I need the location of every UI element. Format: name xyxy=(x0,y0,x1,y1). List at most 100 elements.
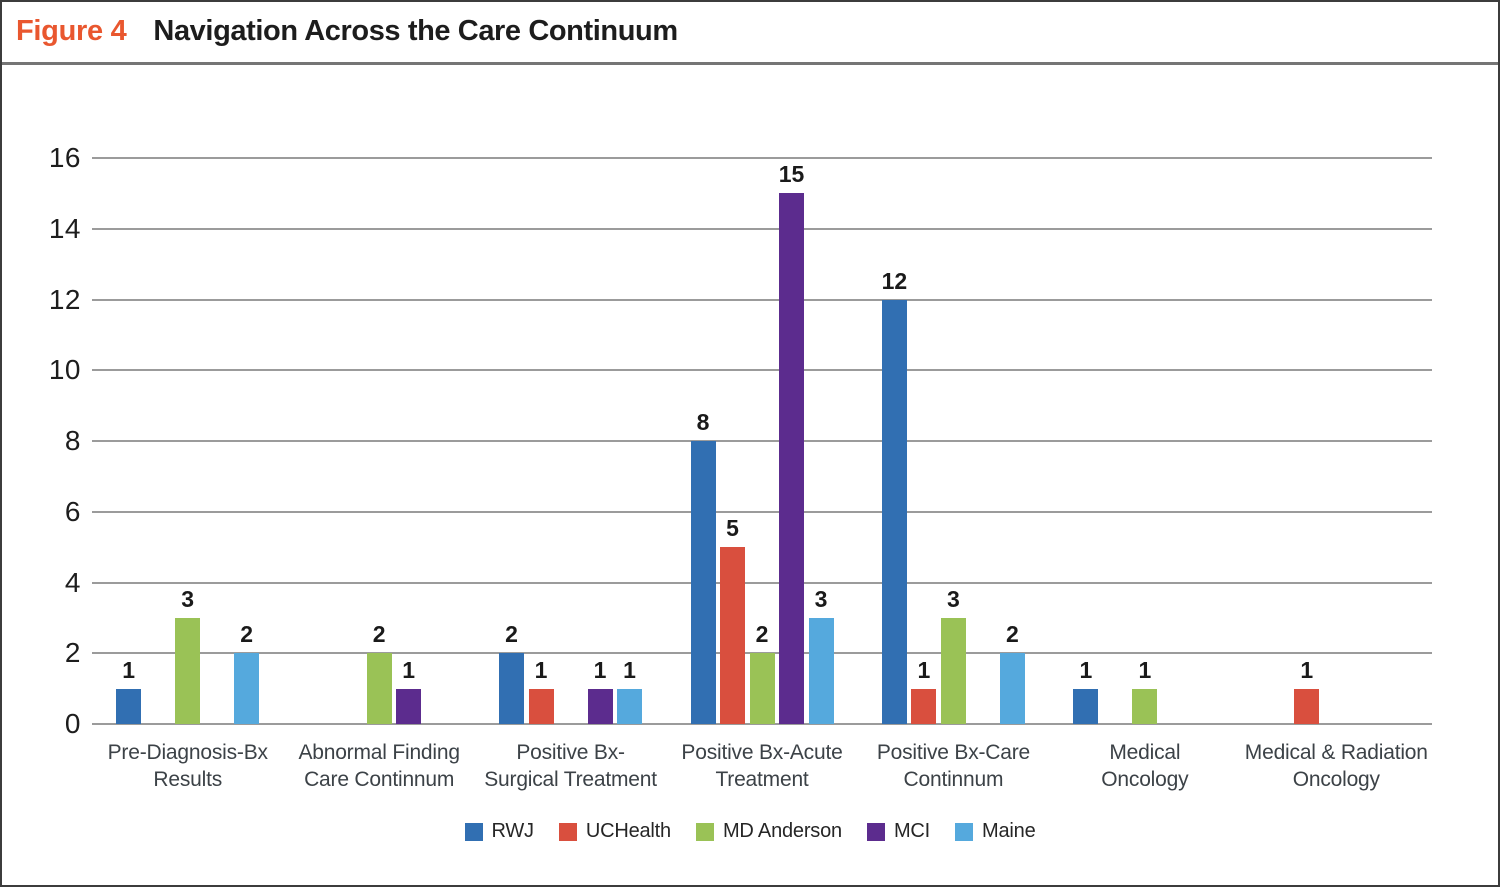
bar xyxy=(911,688,937,724)
legend-label: MCI xyxy=(893,820,931,842)
x-category-label-line: Treatment xyxy=(715,768,809,791)
legend-item: RWJ xyxy=(464,820,535,843)
bar xyxy=(1132,688,1158,724)
x-category-label: Positive Bx-Care Continnum xyxy=(838,739,1068,793)
bar-value-label: 1 xyxy=(593,656,607,683)
bar xyxy=(940,617,966,724)
y-tick-label: 10 xyxy=(48,354,81,386)
legend-label: Maine xyxy=(982,820,1036,842)
y-tick-label: 16 xyxy=(48,142,81,173)
x-category-label-line: Oncology xyxy=(1101,768,1189,791)
y-tick-label: 6 xyxy=(64,495,81,527)
gridline xyxy=(92,157,1432,159)
bar-value-label: 1 xyxy=(917,656,931,683)
bar-value-label: 3 xyxy=(181,585,195,612)
bar-value-label: 1 xyxy=(623,656,636,683)
bar xyxy=(779,193,804,724)
y-tick-label: 4 xyxy=(64,566,81,598)
bar-value-label: 5 xyxy=(726,515,739,542)
bar-value-label: 2 xyxy=(755,621,769,648)
x-category-label-line: Positive Bx- xyxy=(516,741,625,764)
figure-title: Navigation Across the Care Continuum xyxy=(153,15,678,47)
x-category-label-line: Results xyxy=(153,768,223,791)
x-category-label-line: Medical & Radiation xyxy=(1244,741,1428,764)
legend-label: UCHealth xyxy=(585,820,671,842)
x-category-label: Abnormal Finding Care Continnum xyxy=(264,739,494,793)
bar xyxy=(396,688,422,724)
x-axis-labels: Pre-Diagnosis-Bx Results Abnormal Finding C… xyxy=(92,739,1432,799)
bar-value-label: 1 xyxy=(122,656,136,683)
legend-swatch-icon xyxy=(866,822,885,841)
bar-value-label: 1 xyxy=(534,656,548,683)
y-tick-label: 12 xyxy=(48,283,81,315)
gridline xyxy=(92,581,1432,584)
bar-value-label: 1 xyxy=(1138,656,1152,683)
x-category-label-line: Care Continnum xyxy=(304,768,455,791)
figure-label: Figure 4 xyxy=(16,15,127,47)
bar-value-label: 3 xyxy=(947,585,960,612)
y-tick-label: 8 xyxy=(64,425,81,456)
bar xyxy=(175,617,201,724)
legend-item: MCI xyxy=(866,820,931,843)
bar xyxy=(1073,688,1099,724)
legend-label: MD Anderson xyxy=(722,820,842,842)
x-category-label-line: Oncology xyxy=(1292,768,1380,791)
plot-area: 1 2 8 12 1 1 5 1 1 3 2 2 3 1 1 1 15 2 1 3 2 xyxy=(92,157,1432,725)
gridline xyxy=(92,510,1432,513)
x-category-label-line: Surgical Treatment xyxy=(484,768,657,791)
bar xyxy=(690,441,716,724)
x-category-label: Positive Bx- Surgical Treatment xyxy=(456,739,686,793)
bar-value-label: 2 xyxy=(505,621,518,648)
x-category-label-line: Abnormal Finding xyxy=(298,741,460,764)
legend-swatch-icon xyxy=(464,822,483,841)
legend-item: Maine xyxy=(955,820,1036,843)
bar-value-label: 1 xyxy=(1079,656,1093,683)
bar-value-label: 2 xyxy=(240,621,254,648)
legend-swatch-icon xyxy=(558,822,577,841)
x-category-label: Pre-Diagnosis-Bx Results xyxy=(73,739,303,793)
y-tick-label: 14 xyxy=(48,212,81,244)
bar-value-label: 12 xyxy=(881,267,908,294)
x-category-label: Medical & Radiation Oncology xyxy=(1221,739,1451,793)
bar xyxy=(1294,688,1320,724)
legend: RWJ UCHealth MD Anderson MCI Maine xyxy=(2,820,1498,843)
bar xyxy=(366,653,392,724)
gridline xyxy=(92,723,1432,725)
bar-value-label: 3 xyxy=(814,585,828,612)
bar xyxy=(808,617,834,724)
legend-swatch-icon xyxy=(955,822,974,841)
bar-value-label: 8 xyxy=(696,409,710,435)
legend-swatch-icon xyxy=(695,822,714,841)
bar xyxy=(617,688,643,724)
x-category-label-line: Positive Bx-Care xyxy=(876,741,1031,764)
gridline xyxy=(92,227,1432,230)
gridline xyxy=(92,369,1432,372)
y-tick-label: 0 xyxy=(64,708,81,739)
x-category-label-line: Medical xyxy=(1109,741,1181,764)
bar xyxy=(749,653,775,724)
bar xyxy=(499,653,525,724)
bar-value-label: 2 xyxy=(372,621,386,648)
bar-value-label: 1 xyxy=(402,656,416,683)
x-category-label-line: Pre-Diagnosis-Bx xyxy=(107,741,268,764)
bar-value-label: 2 xyxy=(1006,621,1019,648)
x-category-label: Medical Oncology xyxy=(1030,739,1260,793)
bar xyxy=(587,688,613,724)
x-category-label: Positive Bx-Acute Treatment xyxy=(647,739,877,793)
bar-value-label: 15 xyxy=(778,161,805,188)
x-category-label-line: Continnum xyxy=(903,768,1004,791)
legend-item: UCHealth xyxy=(558,820,671,843)
bar xyxy=(720,547,745,724)
bar-value-label: 1 xyxy=(1300,656,1314,683)
gridline xyxy=(92,440,1432,442)
bar xyxy=(234,653,260,724)
legend-label: RWJ xyxy=(491,820,535,842)
y-axis-ticks: 0 2 4 6 8 10 12 14 16 xyxy=(2,143,81,739)
bar xyxy=(116,688,142,724)
bar xyxy=(881,299,907,724)
figure-header: Figure 4 Navigation Across the Care Cont… xyxy=(2,2,1498,65)
y-tick-label: 2 xyxy=(64,637,81,669)
x-category-label-line: Positive Bx-Acute xyxy=(681,741,843,764)
gridline xyxy=(92,298,1432,301)
